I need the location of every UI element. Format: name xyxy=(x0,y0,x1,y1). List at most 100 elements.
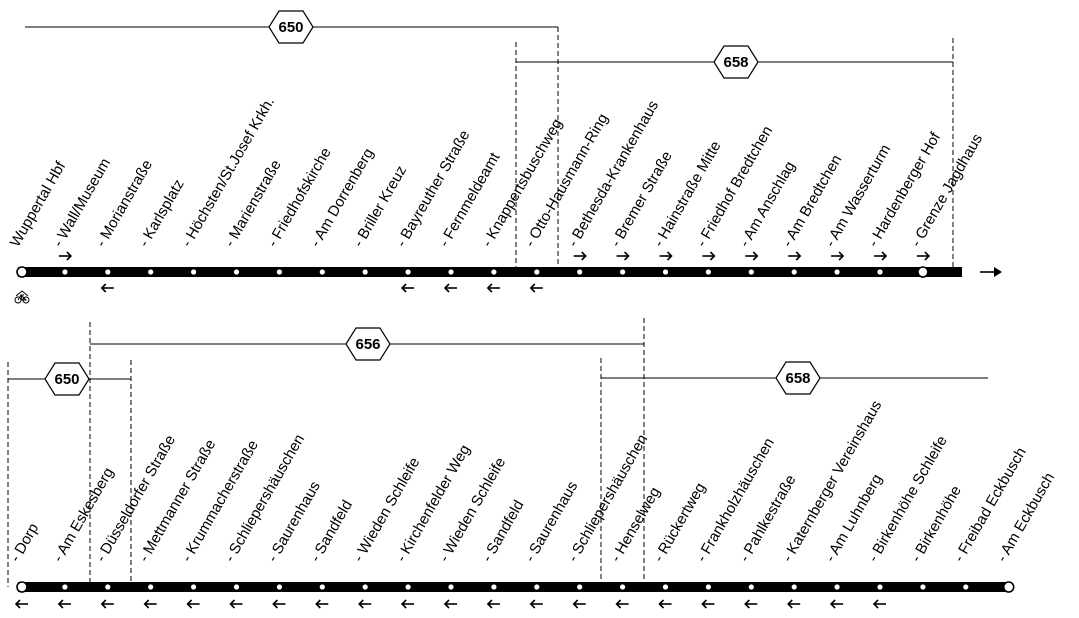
stop-marker xyxy=(233,269,240,275)
arrow-head xyxy=(57,599,64,609)
direction-arrow-left-icon xyxy=(100,283,114,293)
arrow-head xyxy=(572,599,579,609)
frame xyxy=(17,294,28,301)
direction-arrow-right-icon xyxy=(702,251,716,261)
route-badge-hexagon xyxy=(268,10,314,44)
stop-marker xyxy=(491,584,497,590)
stop-marker xyxy=(362,584,368,590)
stop-label: - Dorp xyxy=(7,520,43,565)
stop-label: - Birkenhöhe Schleife xyxy=(865,433,951,565)
direction-arrow-left-icon xyxy=(744,599,758,609)
arrow-head xyxy=(400,283,407,293)
direction-arrow-left-icon xyxy=(615,599,629,609)
stop-marker xyxy=(917,266,929,278)
arrow-head xyxy=(624,251,630,261)
arrow-head xyxy=(529,283,536,293)
arrow-head xyxy=(752,251,759,261)
stop-marker xyxy=(148,584,154,590)
stop-marker xyxy=(276,584,282,590)
stop-marker xyxy=(276,269,282,275)
arrow-head xyxy=(872,599,879,609)
stop-marker xyxy=(877,269,883,275)
arrow-head xyxy=(443,283,450,293)
stop-marker xyxy=(62,269,68,275)
direction-arrow-left-icon xyxy=(443,283,457,293)
stop-marker xyxy=(620,269,626,275)
stop-marker xyxy=(620,584,626,590)
stop-marker xyxy=(405,584,411,590)
stop-marker xyxy=(191,584,197,590)
route-number: 658 xyxy=(785,370,810,387)
stop-label: - Schliepershäuschen xyxy=(564,432,651,565)
arrow-head xyxy=(486,599,493,609)
stop-marker xyxy=(705,269,712,275)
route-bracket-658: 658 xyxy=(515,38,954,272)
stop-marker xyxy=(963,584,969,590)
direction-arrow-left-icon xyxy=(400,283,415,293)
direction-arrow-right-icon xyxy=(616,251,630,261)
arrow-head xyxy=(994,267,1002,277)
stop-marker xyxy=(577,269,583,275)
route-number: 650 xyxy=(278,19,303,36)
arrow-head xyxy=(400,599,407,609)
arrow-head xyxy=(315,599,321,609)
arrow-head xyxy=(581,251,587,261)
arrow-head xyxy=(829,599,836,609)
stop-marker xyxy=(534,269,540,275)
arrow-head xyxy=(143,599,150,609)
direction-arrow-left-icon xyxy=(186,599,200,609)
direction-arrow-right-icon xyxy=(573,251,587,261)
stop-marker xyxy=(1002,581,1015,593)
stop-marker xyxy=(448,584,454,590)
route-bracket-650: 650 xyxy=(7,360,132,587)
stop-marker xyxy=(748,584,754,590)
direction-arrow-left-icon xyxy=(529,599,543,609)
arrow-head xyxy=(229,599,236,609)
route-bracket-658: 658 xyxy=(600,358,988,587)
direction-arrow-left-icon xyxy=(529,283,543,293)
arrow-head xyxy=(787,599,793,609)
arrow-head xyxy=(658,599,665,609)
stop-marker xyxy=(877,584,883,590)
direction-arrow-right-icon xyxy=(659,251,673,261)
stop-marker xyxy=(662,269,669,275)
arrow-head xyxy=(615,599,622,609)
direction-arrow-left-icon xyxy=(100,599,114,609)
stop-marker xyxy=(577,584,583,590)
stop-marker xyxy=(319,584,325,590)
arrow-head xyxy=(486,283,493,293)
stop-marker xyxy=(62,584,68,590)
arrow-head xyxy=(100,599,107,609)
route-number: 656 xyxy=(355,336,380,353)
direction-arrow-left-icon xyxy=(829,599,844,609)
arrow-head xyxy=(529,599,536,609)
stop-marker xyxy=(16,266,28,278)
stop-marker xyxy=(405,269,411,275)
stop-marker xyxy=(791,584,797,590)
direction-arrow-left-icon xyxy=(486,599,500,609)
stop-marker xyxy=(448,269,454,275)
stop-label: - Mettmanner Straße xyxy=(135,437,219,565)
arrow-head xyxy=(744,599,750,609)
direction-arrow-right-icon xyxy=(916,251,931,261)
stop-label: - Düsseldorfer Straße xyxy=(93,432,179,565)
stop-label: - Sandfeld xyxy=(479,497,528,565)
stop-marker xyxy=(491,269,497,275)
direction-arrow-left-icon xyxy=(315,599,329,609)
arrow-head xyxy=(701,599,707,609)
stop-marker xyxy=(191,269,197,275)
direction-arrow-right-icon xyxy=(831,251,845,261)
direction-arrow-left-icon xyxy=(701,599,715,609)
route-badge-hexagon xyxy=(775,361,821,395)
stop-marker xyxy=(662,584,669,590)
continue-arrow-icon xyxy=(980,267,1002,277)
arrow-head xyxy=(14,599,21,609)
direction-arrow-left-icon xyxy=(400,599,415,609)
stop-label: - Krummacherstraße xyxy=(178,437,261,565)
stop-marker xyxy=(705,584,712,590)
stop-marker xyxy=(105,269,111,275)
arrow-head xyxy=(881,251,888,261)
direction-arrow-left-icon xyxy=(787,599,801,609)
